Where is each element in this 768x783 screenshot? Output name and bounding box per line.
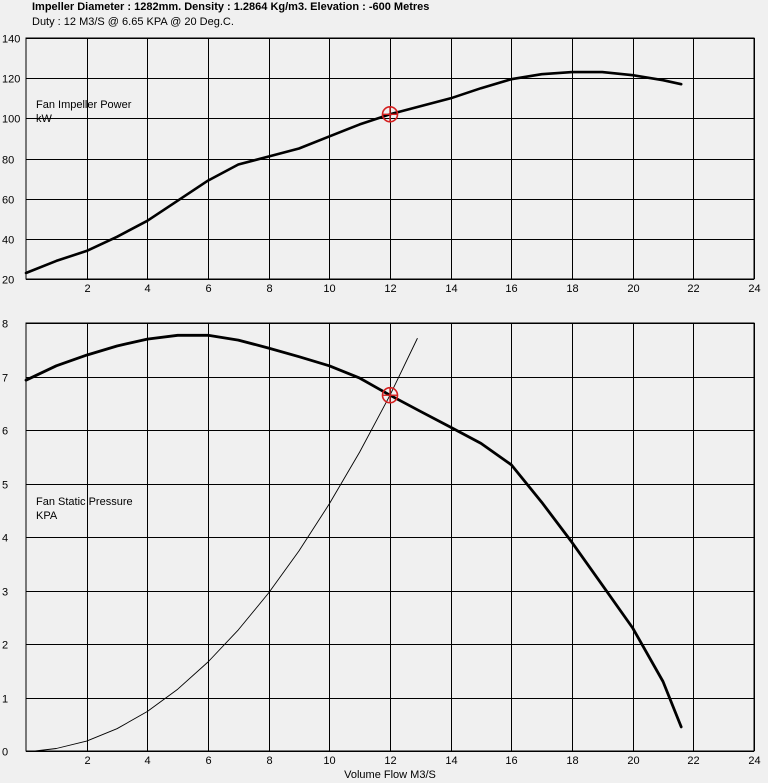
y-tick-label-2-4: 4 (2, 533, 8, 545)
y-tick-label-2-5: 5 (2, 480, 8, 492)
x-tick-label-2-2: 6 (205, 755, 211, 767)
y-axis-label-2-0: Fan Static Pressure (36, 496, 133, 508)
system-curve-2 (34, 338, 418, 752)
x-tick-label-1-10: 22 (687, 283, 699, 295)
x-tick-label-1-0: 2 (84, 283, 90, 295)
x-tick-label-2-11: 24 (748, 755, 760, 767)
y-axis-label-2-1: KPA (36, 510, 58, 522)
y-tick-label-1-1: 40 (2, 235, 14, 247)
x-tick-label-1-8: 18 (566, 283, 578, 295)
header-duty: Duty : 12 M3/S @ 6.65 KPA @ 20 Deg.C. (32, 16, 234, 28)
y-tick-label-1-3: 80 (2, 155, 14, 167)
x-tick-label-1-6: 14 (445, 283, 457, 295)
fan-curve-2 (24, 333, 683, 729)
y-tick-label-2-1: 1 (2, 694, 8, 706)
y-tick-label-2-3: 3 (2, 587, 8, 599)
y-tick-label-1-6: 140 (2, 34, 20, 46)
x-tick-label-2-10: 22 (687, 755, 699, 767)
x-tick-label-1-7: 16 (505, 283, 517, 295)
header-specs: Impeller Diameter : 1282mm. Density : 1.… (32, 1, 430, 13)
x-tick-label-2-6: 14 (445, 755, 457, 767)
x-axis-label-2: Volume Flow M3/S (344, 769, 436, 781)
x-tick-label-2-4: 10 (323, 755, 335, 767)
y-tick-label-1-5: 120 (2, 74, 20, 86)
y-tick-label-2-6: 6 (2, 426, 8, 438)
x-tick-label-1-3: 8 (266, 283, 272, 295)
x-tick-label-1-1: 4 (144, 283, 150, 295)
x-tick-label-2-0: 2 (84, 755, 90, 767)
y-tick-label-2-0: 0 (2, 747, 8, 759)
x-tick-label-1-11: 24 (748, 283, 760, 295)
y-tick-label-2-7: 7 (2, 373, 8, 385)
x-tick-label-2-8: 18 (566, 755, 578, 767)
y-tick-label-1-0: 20 (2, 275, 14, 287)
x-tick-label-1-9: 20 (627, 283, 639, 295)
fan-curve-1 (24, 70, 683, 275)
x-tick-label-2-9: 20 (627, 755, 639, 767)
x-tick-label-2-1: 4 (144, 755, 150, 767)
y-tick-label-2-2: 2 (2, 640, 8, 652)
x-tick-label-1-5: 12 (384, 283, 396, 295)
x-tick-label-1-2: 6 (205, 283, 211, 295)
y-axis-label-1-1: kW (36, 113, 53, 125)
x-tick-label-2-5: 12 (384, 755, 396, 767)
y-tick-label-1-2: 60 (2, 195, 14, 207)
x-tick-label-2-3: 8 (266, 755, 272, 767)
y-tick-label-1-4: 100 (2, 114, 20, 126)
y-tick-label-2-8: 8 (2, 319, 8, 331)
x-tick-label-1-4: 10 (323, 283, 335, 295)
y-axis-label-1-0: Fan Impeller Power (36, 99, 132, 111)
x-tick-label-2-7: 16 (505, 755, 517, 767)
